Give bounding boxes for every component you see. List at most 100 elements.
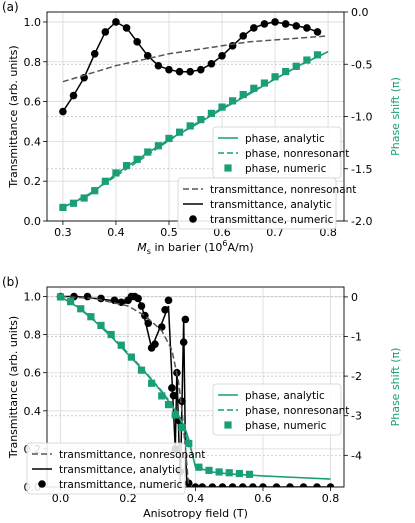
- data-point-transmittance-numeric: [286, 483, 294, 487]
- panel-label: (a): [2, 0, 19, 14]
- data-point-phase-numeric: [239, 90, 247, 99]
- y-tick-label-left: 1.0: [24, 291, 42, 304]
- data-point-phase-numeric: [144, 148, 152, 156]
- data-point-transmittance-numeric: [110, 296, 119, 305]
- data-point-transmittance-numeric: [186, 67, 194, 76]
- data-point-transmittance-numeric: [175, 67, 184, 76]
- legend-marker: [38, 480, 46, 488]
- x-axis-label-unit: A/m): [227, 241, 253, 254]
- data-point-transmittance-numeric: [218, 51, 226, 60]
- y-tick-label-left: 0.8: [24, 56, 42, 69]
- data-point-phase-numeric: [178, 423, 186, 432]
- legend-label: phase, nonresonant: [245, 148, 349, 160]
- series-line-transmittance-analytic: [62, 21, 318, 112]
- y-tick-label-left: 0.6: [24, 367, 42, 380]
- data-point-phase-numeric: [282, 67, 290, 76]
- data-point-phase-numeric: [91, 187, 99, 195]
- data-point-phase-numeric: [67, 298, 75, 306]
- plot-area: [59, 18, 329, 212]
- y-tick-label-left: 1.0: [24, 16, 42, 29]
- data-point-transmittance-numeric: [59, 107, 67, 116]
- y-tick-label-left: 0.4: [24, 135, 42, 148]
- x-tick-label: 0.4: [187, 492, 205, 505]
- data-point-phase-numeric: [303, 56, 311, 64]
- x-tick-label: 0.0: [52, 492, 70, 505]
- plot-area: [56, 292, 335, 487]
- x-tick-label: 0.3: [54, 226, 72, 239]
- y-tick-label-right: -1: [351, 331, 362, 344]
- legend-upper: phase, analytic phase, nonresonant phase, …: [212, 383, 349, 436]
- data-point-phase-numeric: [154, 142, 162, 150]
- data-point-transmittance-numeric: [238, 483, 247, 487]
- x-axis-label-symbol: M: [137, 241, 147, 254]
- series-line-phase-nonresonant: [62, 50, 329, 209]
- y-tick-label-left: 0.0: [24, 215, 42, 228]
- legend-label: phase, analytic: [245, 133, 325, 145]
- y-axis-label-right: Phase shift (π): [389, 77, 402, 156]
- legend-box: [212, 383, 342, 436]
- x-axis-label: Anisotropy field (T): [143, 507, 248, 520]
- data-point-phase-numeric: [215, 468, 223, 476]
- y-tick-label-left: 0.6: [24, 96, 42, 109]
- data-point-phase-numeric: [205, 466, 213, 474]
- data-point-transmittance-numeric: [101, 28, 110, 36]
- data-point-transmittance-numeric: [197, 65, 205, 74]
- data-point-phase-numeric: [122, 162, 131, 170]
- data-point-transmittance-numeric: [239, 32, 248, 40]
- data-point-phase-numeric: [112, 169, 120, 177]
- legend-box: [26, 442, 186, 495]
- legend-label: phase, numeric: [245, 420, 327, 432]
- data-point-transmittance-numeric: [165, 65, 173, 74]
- data-point-transmittance-numeric: [207, 59, 216, 68]
- y-tick-label-right: -0.5: [351, 58, 372, 71]
- data-point-phase-numeric: [313, 51, 322, 59]
- data-point-phase-numeric: [171, 411, 179, 419]
- data-point-transmittance-numeric: [151, 340, 159, 348]
- data-point-phase-numeric: [97, 321, 105, 330]
- panel-a: (a)0.3 0.4 0.5 0.6 0.7 0.80.00.20.40.60.81.00…: [2, 0, 402, 256]
- series-line-transmittance-nonresonant: [60, 295, 190, 487]
- data-point-phase-numeric: [107, 330, 115, 339]
- data-point-phase-numeric: [245, 470, 254, 478]
- data-point-transmittance-numeric: [249, 483, 257, 487]
- panel-label: (b): [2, 275, 19, 289]
- data-point-transmittance-numeric: [154, 61, 163, 70]
- data-point-transmittance-numeric: [259, 483, 267, 487]
- data-point-transmittance-numeric: [271, 18, 279, 26]
- legend-marker: [224, 164, 232, 172]
- x-tick-label: 0.8: [322, 492, 340, 505]
- x-axis-label-text: in barier (10: [151, 241, 222, 254]
- data-point-transmittance-numeric: [164, 296, 173, 305]
- data-point-phase-numeric: [56, 293, 65, 301]
- legend-label: transmittance, nonresonant: [59, 449, 205, 461]
- data-point-transmittance-numeric: [313, 28, 322, 36]
- y-axis-label-left: Transmittance (arb. units): [7, 45, 20, 188]
- x-tick-label: 0.5: [160, 226, 178, 239]
- data-point-transmittance-numeric: [157, 323, 166, 331]
- data-point-phase-numeric: [292, 62, 300, 70]
- y-tick-label-left: 0.8: [24, 329, 42, 342]
- data-point-transmittance-numeric: [326, 483, 335, 487]
- y-tick-label-right: 0.0: [351, 6, 369, 19]
- data-point-transmittance-numeric: [281, 20, 290, 28]
- data-point-transmittance-numeric: [228, 483, 237, 487]
- data-point-transmittance-numeric: [313, 483, 321, 487]
- data-point-phase-numeric: [164, 401, 173, 409]
- y-tick-label-right: -1.5: [351, 163, 372, 176]
- legend-lower: transmittance, nonresonant transmittance,…: [26, 442, 205, 495]
- series-line-transmittance-nonresonant: [62, 35, 329, 83]
- y-tick-label-right: -1.0: [351, 111, 372, 124]
- x-tick-label: 0.6: [254, 492, 272, 505]
- data-point-phase-numeric: [77, 305, 85, 313]
- legend-marker: [224, 421, 232, 429]
- data-point-transmittance-numeric: [198, 483, 207, 487]
- data-point-transmittance-numeric: [133, 38, 141, 46]
- data-point-transmittance-numeric: [90, 50, 99, 58]
- data-point-transmittance-numeric: [178, 397, 186, 406]
- data-point-transmittance-numeric: [137, 302, 146, 310]
- data-point-transmittance-numeric: [218, 483, 227, 487]
- data-point-phase-numeric: [271, 73, 279, 81]
- legend-label: transmittance, analytic: [59, 464, 181, 476]
- x-axis-label: Ms in barier (106A/m): [137, 239, 253, 256]
